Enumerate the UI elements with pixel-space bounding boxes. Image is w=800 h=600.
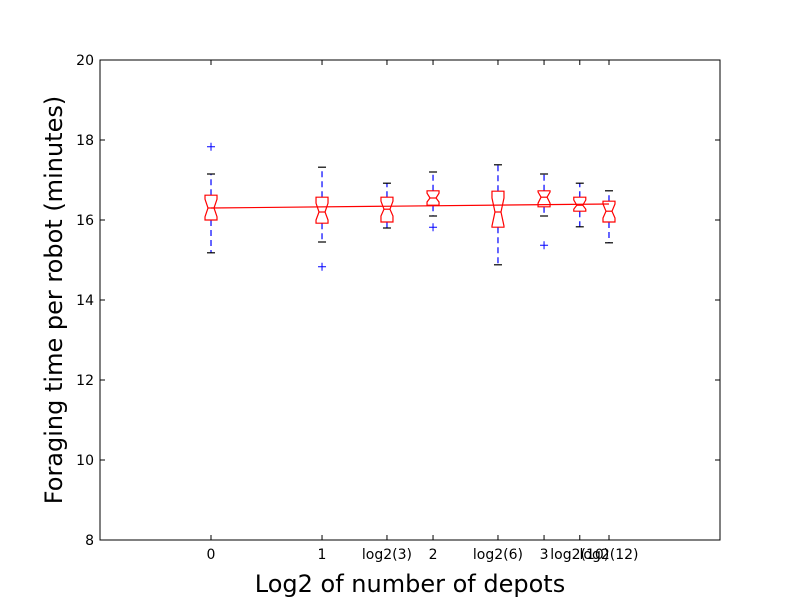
- y-tick-label: 8: [85, 533, 94, 549]
- box-outlier: [429, 223, 438, 232]
- box: [573, 182, 587, 228]
- trend-line-group: [211, 203, 609, 209]
- y-tick-label: 10: [76, 453, 94, 469]
- x-tick-label: log2(12): [579, 547, 638, 563]
- x-axis-ticks: 0 1 log2(3) 2 log2(6) 3 log2(10)log2(12): [207, 60, 638, 563]
- x-tick-label: 2: [429, 547, 438, 563]
- box-body: [573, 196, 587, 212]
- plot-frame: [99, 59, 721, 541]
- x-axis-label: Log2 of number of depots: [255, 570, 565, 598]
- y-tick-label: 12: [76, 373, 94, 389]
- box: [537, 173, 551, 250]
- box-outlier: [207, 142, 216, 151]
- plot-area: [99, 59, 721, 541]
- box-body: [426, 190, 440, 206]
- trend-line: [211, 203, 609, 209]
- box-body: [315, 196, 329, 224]
- box: [204, 142, 218, 254]
- x-tick-label: log2(10): [550, 547, 609, 563]
- box: [380, 182, 394, 229]
- box-body: [602, 200, 616, 223]
- box: [426, 171, 440, 232]
- x-tick-label: 1: [318, 547, 327, 563]
- box-body: [491, 190, 505, 228]
- y-axis-ticks: 8 10 12 14 16 18 20: [76, 53, 720, 549]
- x-tick-label: 3: [540, 547, 549, 563]
- y-axis-label: Foraging time per robot (minutes): [40, 96, 68, 504]
- box-body: [204, 194, 218, 221]
- y-tick-label: 20: [76, 53, 94, 69]
- box-outlier: [540, 241, 549, 250]
- x-tick-label: log2(6): [473, 547, 523, 563]
- x-tick-label: 0: [207, 547, 216, 563]
- box-outlier: [318, 262, 327, 271]
- y-tick-label: 18: [76, 133, 94, 149]
- box: [491, 164, 505, 266]
- box-body: [380, 196, 394, 223]
- y-tick-label: 16: [76, 213, 94, 229]
- box: [602, 190, 616, 244]
- x-tick-label: log2(3): [362, 547, 412, 563]
- box: [315, 166, 329, 271]
- box-group: [204, 142, 616, 271]
- y-tick-label: 14: [76, 293, 94, 309]
